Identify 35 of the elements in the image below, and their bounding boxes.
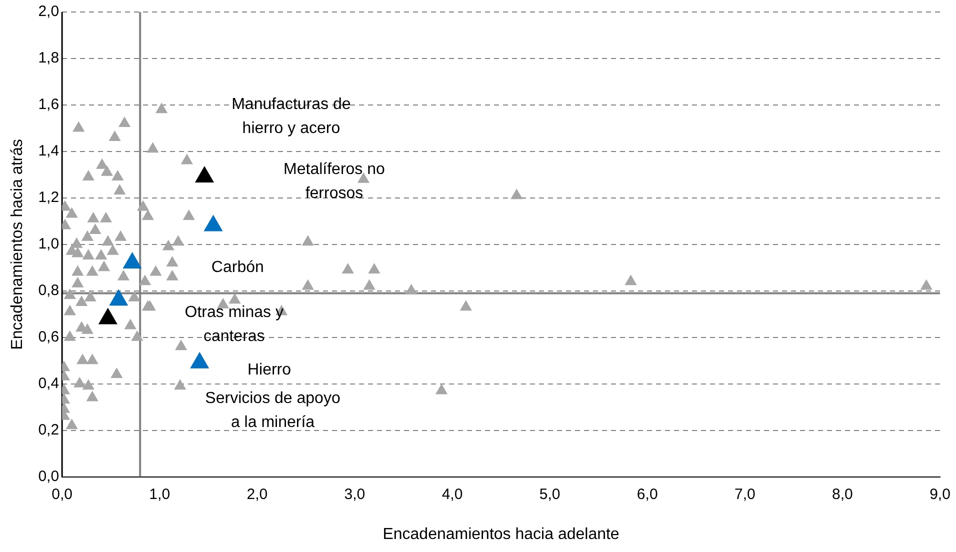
y-tick-label: 0,2 [38,421,60,438]
x-tick-label: 3,0 [344,486,366,503]
x-tick-label: 9,0 [930,486,950,503]
point [194,166,214,183]
x-tick-label: 5,0 [539,486,560,503]
y-tick-label: 1,0 [38,236,60,253]
y-tick-label: 0,4 [38,374,60,392]
annotation: Metalíferos no ferrosos [284,161,386,202]
y-axis-title: Encadenamientos hacia atrás [9,139,26,350]
x-tick-label: 1,0 [149,486,170,503]
annotation: Otras minas y canteras [184,304,284,345]
y-tick-label: 2,0 [38,3,60,20]
x-tick-label: 6,0 [636,486,658,503]
annotation: Carbón [211,259,264,276]
y-tick-label: 1,6 [38,96,60,114]
point [98,308,118,324]
y-tick-label: 1,8 [38,50,60,67]
y-tick-label: 1,2 [38,189,60,206]
x-axis-title: Encadenamientos hacia adelante [382,526,620,543]
x-tick-label: 8,0 [832,486,853,503]
x-tick-label: 4,0 [442,486,463,503]
point [204,214,223,232]
point [122,252,142,268]
point [109,289,128,306]
x-tick-label: 2,0 [246,486,268,503]
y-tick-label: 0,8 [38,282,60,300]
annotation: Hierro [247,361,292,378]
x-tick-label: 7,0 [734,486,756,503]
y-tick-label: 1,4 [38,142,60,160]
annotation: Servicios de apoyo a la minería [205,390,340,432]
annotation: Manufacturas de hierro y acero [232,96,351,137]
point [190,352,210,368]
x-tick-label: 0,0 [52,486,72,503]
y-tick-label: 0,6 [38,328,60,346]
y-tick-label: 0,0 [38,468,60,485]
